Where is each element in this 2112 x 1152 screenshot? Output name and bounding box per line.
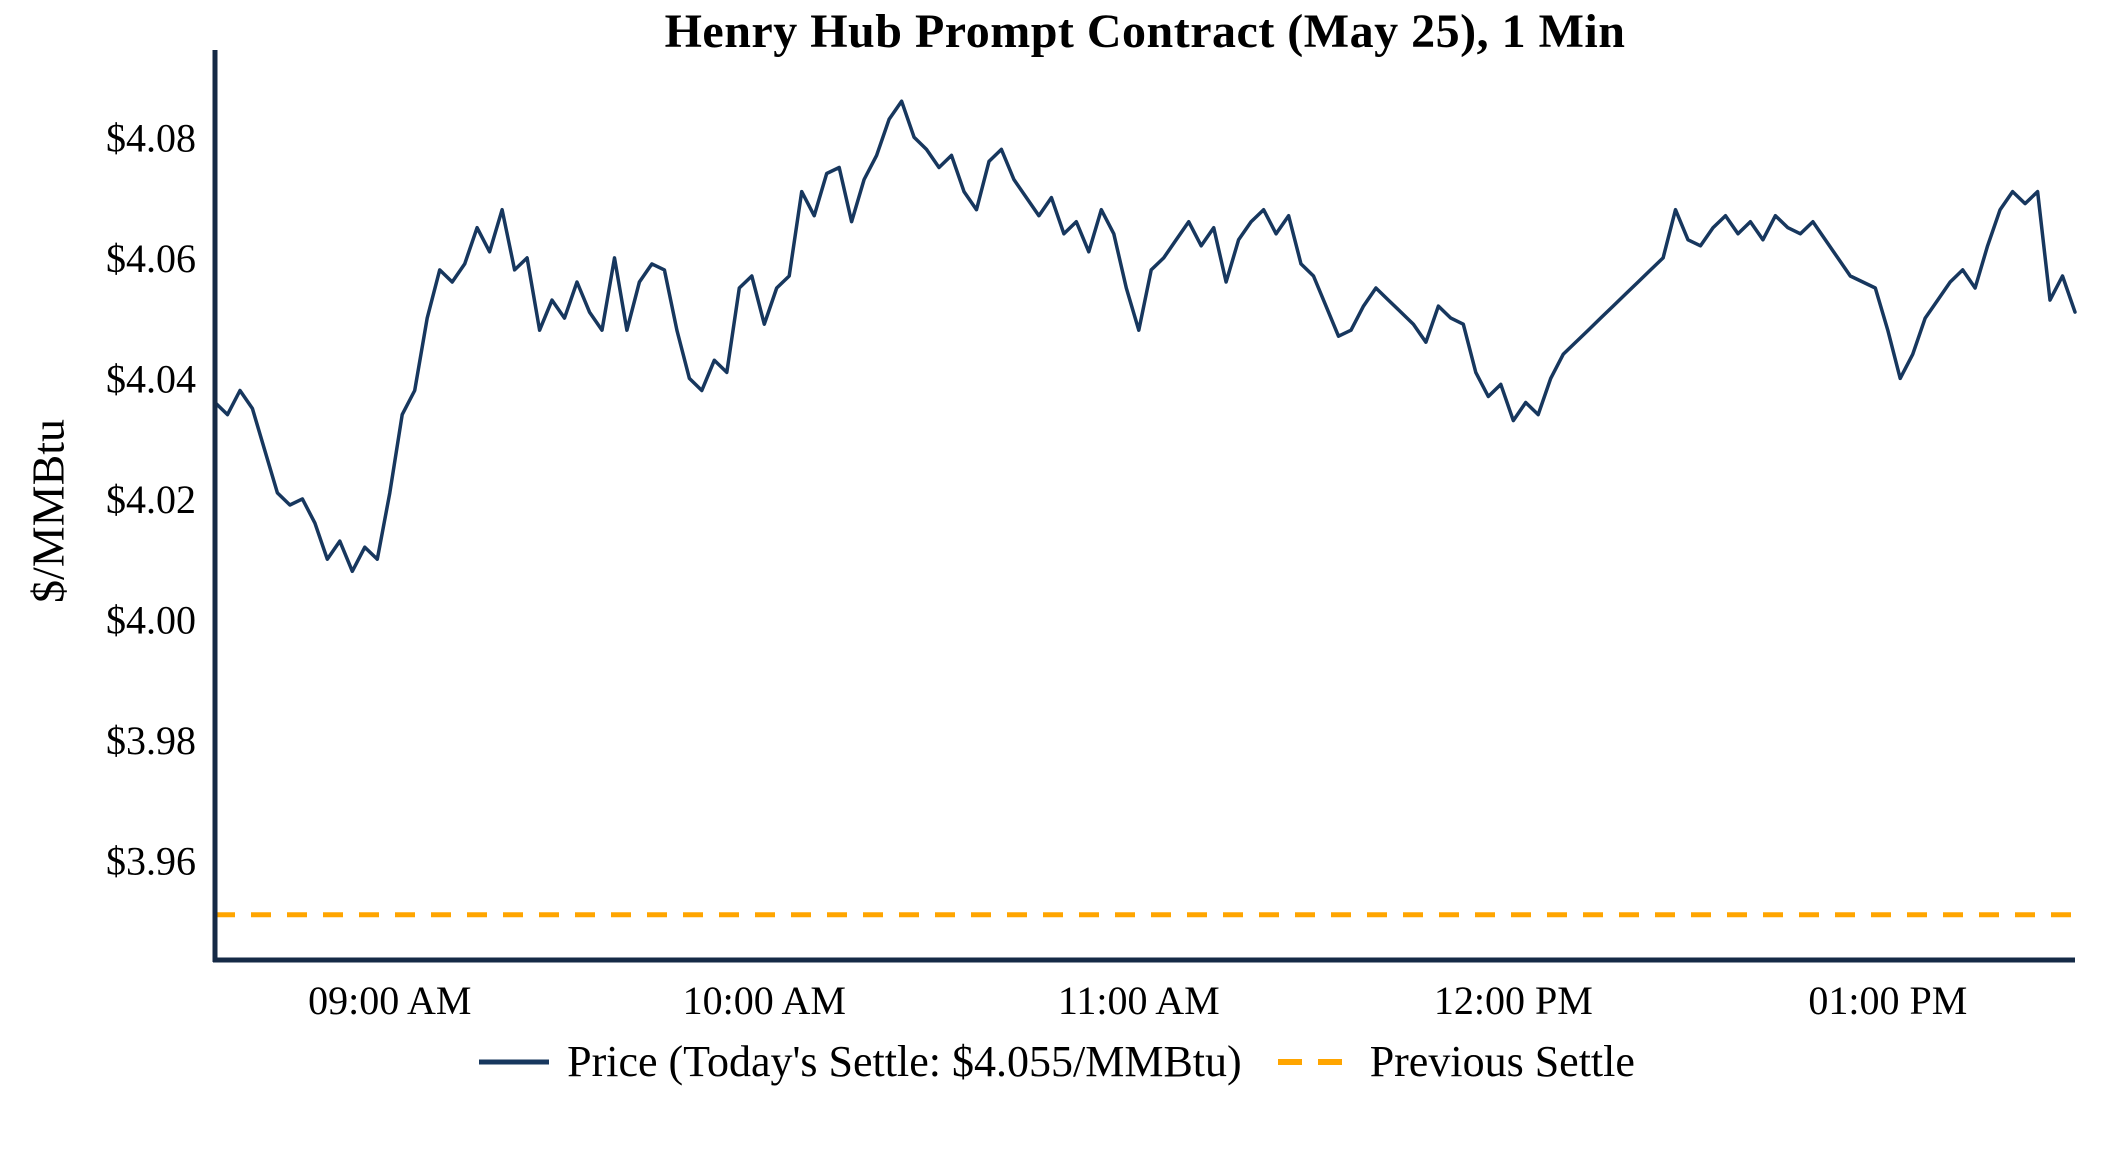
y-tick-label: $4.00: [106, 598, 196, 643]
y-tick-label: $3.98: [106, 718, 196, 763]
price-line-sample-icon: [479, 1059, 550, 1064]
y-tick-label: $4.02: [106, 477, 196, 522]
legend-price-label: Price (Today's Settle: $4.055/MMBtu): [567, 1037, 1242, 1086]
price-line: [213, 99, 2077, 574]
y-tick-label: $3.96: [106, 839, 196, 884]
y-tick-label: $4.06: [106, 236, 196, 281]
x-tick-label: 10:00 AM: [683, 978, 846, 1023]
x-tick-label: 09:00 AM: [308, 978, 471, 1023]
settle-dashed-sample-icon: [1277, 1058, 1352, 1065]
x-tick-label: 12:00 PM: [1434, 978, 1593, 1023]
legend-settle-label: Previous Settle: [1369, 1037, 1635, 1086]
y-tick-label: $4.04: [106, 356, 196, 401]
chart-legend: Price (Today's Settle: $4.055/MMBtu) Pre…: [0, 1036, 2112, 1087]
legend-item-settle: Previous Settle: [1276, 1036, 1635, 1087]
y-tick-label: $4.08: [106, 115, 196, 160]
chart-title: Henry Hub Prompt Contract (May 25), 1 Mi…: [664, 5, 1626, 58]
x-tick-label: 11:00 AM: [1058, 978, 1220, 1023]
legend-item-price: Price (Today's Settle: $4.055/MMBtu): [477, 1036, 1242, 1087]
y-tick-labels: $3.96 $3.98 $4.00 $4.02 $4.04 $4.06 $4.08: [106, 115, 196, 883]
x-tick-label: 01:00 PM: [1808, 978, 1967, 1023]
x-tick-labels: 09:00 AM 10:00 AM 11:00 AM 12:00 PM 01:00 PM: [308, 978, 1967, 1023]
